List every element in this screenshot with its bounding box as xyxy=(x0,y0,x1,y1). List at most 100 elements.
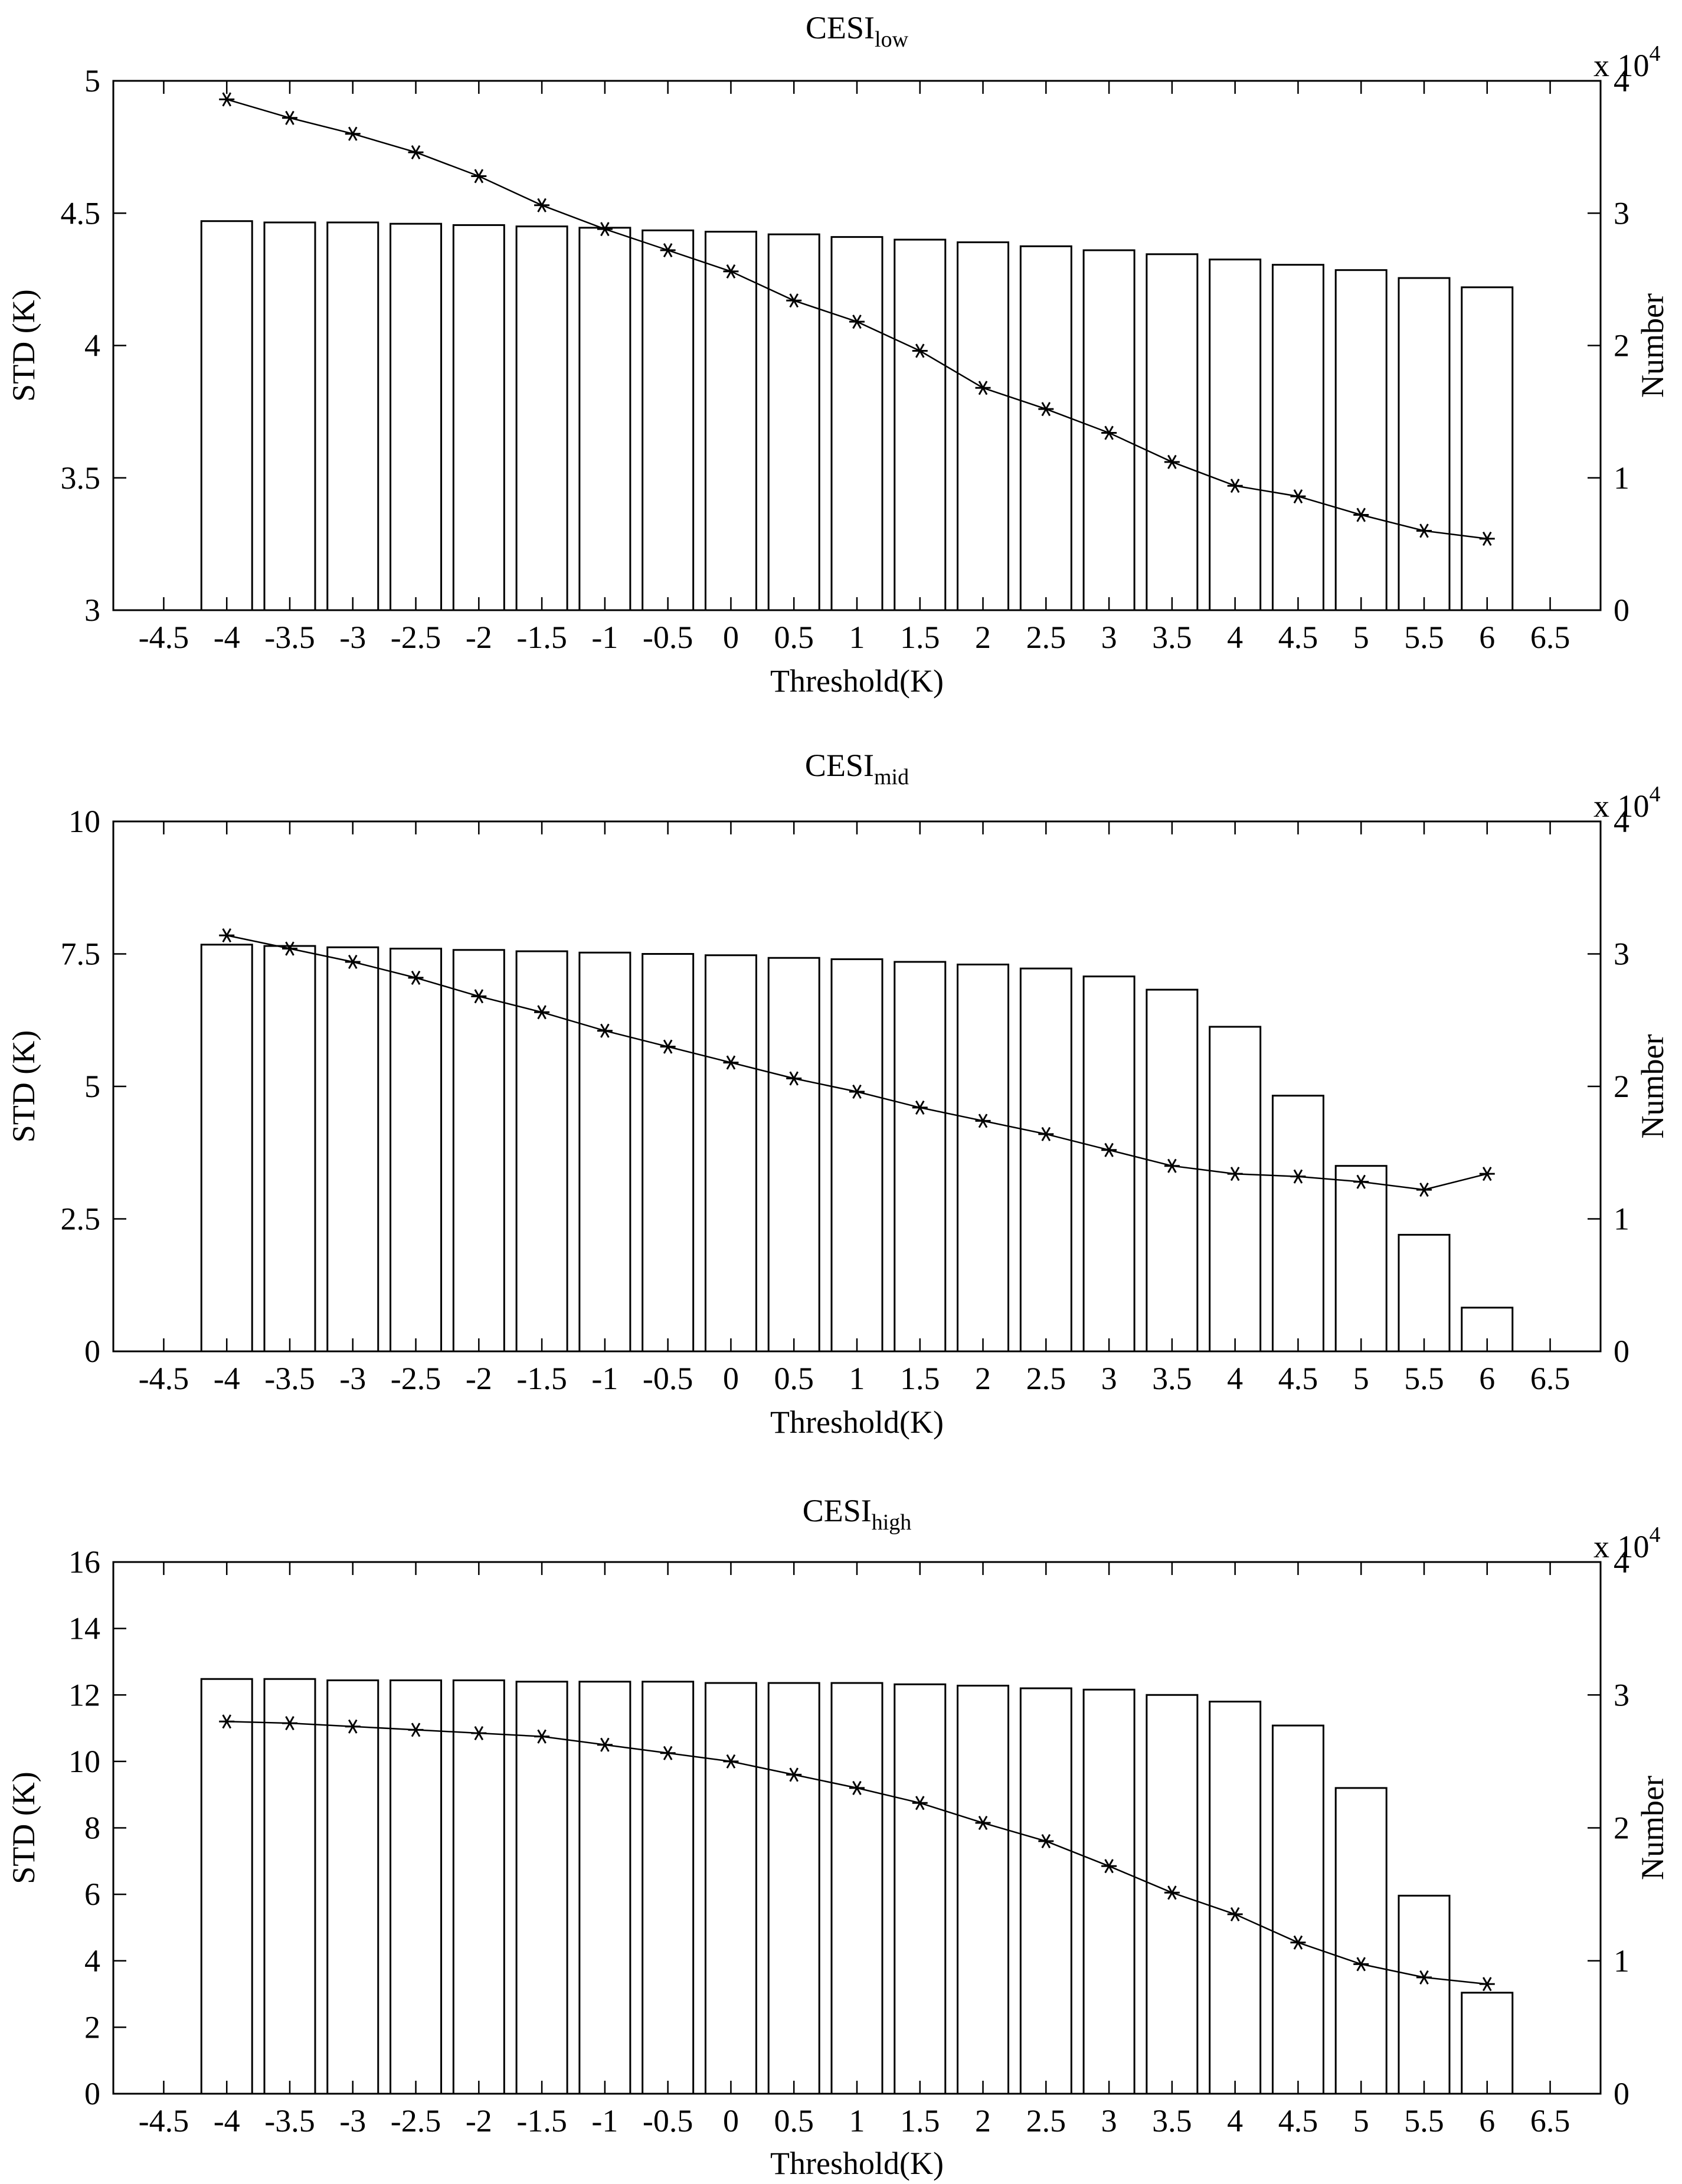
x-tick-label: 4.5 xyxy=(1278,2103,1318,2139)
std-point xyxy=(912,343,928,358)
std-point xyxy=(471,169,487,184)
std-point xyxy=(1290,1169,1306,1184)
bar xyxy=(767,1682,820,2095)
x-tick-label: -2.5 xyxy=(391,620,441,655)
asterisk-stroke xyxy=(1167,1885,1177,1900)
asterisk-stroke xyxy=(978,381,988,395)
x-tick-label: -3 xyxy=(339,2103,366,2139)
bar xyxy=(642,229,695,611)
x-tick-label: 6.5 xyxy=(1530,1361,1570,1396)
std-point xyxy=(1038,1833,1054,1849)
asterisk-stroke xyxy=(852,1780,862,1795)
std-point xyxy=(471,989,487,1004)
asterisk-stroke xyxy=(474,1725,484,1741)
asterisk-stroke xyxy=(474,169,484,184)
x-tick-label: -2 xyxy=(466,2103,492,2139)
x-tick-label: 0.5 xyxy=(774,2103,814,2139)
x-tick-label: -3 xyxy=(339,620,366,655)
chart-panel-1: CESIlow -4.5 -4 -3.5 -3 -2.5 -2 -1.5 -1 -0.5 0 0.5 1… xyxy=(6,10,1670,699)
x-tick-label: 1 xyxy=(849,620,865,655)
x-tick-label: 4.5 xyxy=(1278,620,1318,655)
y-right-tick-label: 0 xyxy=(1614,592,1629,628)
asterisk-stroke xyxy=(915,343,925,358)
x-tick-label: 3.5 xyxy=(1152,620,1192,655)
y-left-tick-label: 10 xyxy=(68,1744,100,1779)
bar xyxy=(1019,245,1072,611)
x-tick-label: -2.5 xyxy=(391,2103,441,2139)
bar xyxy=(894,238,947,611)
std-point xyxy=(912,1796,928,1810)
bar xyxy=(1082,1688,1135,2095)
asterisk-stroke xyxy=(1293,1169,1303,1184)
asterisk-stroke xyxy=(726,264,736,279)
bar xyxy=(767,233,820,611)
y-left-axis-label: STD (K) xyxy=(6,1772,41,1884)
asterisk-stroke xyxy=(1104,425,1114,440)
std-point xyxy=(219,92,235,107)
y-left-tick-label: 7.5 xyxy=(61,937,101,972)
x-tick-label: 3.5 xyxy=(1152,1361,1192,1396)
bar xyxy=(452,1679,505,2095)
asterisk-stroke xyxy=(1482,1167,1492,1181)
bar xyxy=(1209,1026,1262,1353)
bar xyxy=(578,951,631,1353)
asterisk-stroke xyxy=(1230,1167,1240,1181)
y-right-axis-label: Number xyxy=(1635,1776,1670,1880)
bar xyxy=(830,236,883,611)
bar xyxy=(578,1681,631,2095)
bar xyxy=(326,1679,379,2095)
x-tick-label: 0 xyxy=(723,1361,739,1396)
x-tick-label: 2 xyxy=(975,1361,991,1396)
bar xyxy=(1271,264,1324,611)
std-point xyxy=(912,1100,928,1115)
y-left-tick-label: 8 xyxy=(84,1810,100,1846)
std-point xyxy=(975,381,991,395)
std-point xyxy=(534,1005,550,1020)
x-tick-label: -1.5 xyxy=(516,2103,567,2139)
bar xyxy=(830,1682,883,2095)
std-point xyxy=(1038,402,1054,417)
bar xyxy=(515,225,568,611)
std-point xyxy=(660,1746,676,1760)
x-tick-label: 2 xyxy=(975,2103,991,2139)
bar xyxy=(894,961,947,1353)
x-tick-label: -4.5 xyxy=(139,2103,189,2139)
y-left-tick-label: 14 xyxy=(68,1611,100,1646)
std-point xyxy=(1164,1158,1180,1173)
x-tick-label: 4 xyxy=(1227,620,1243,655)
y-right-axis-label: Number xyxy=(1635,293,1670,398)
std-point xyxy=(786,293,802,308)
x-tick-label: 0 xyxy=(723,2103,739,2139)
bar xyxy=(390,1679,443,2095)
x-tick-label: -3 xyxy=(339,1361,366,1396)
std-point xyxy=(1227,1167,1243,1181)
x-axis-label: Threshold(K) xyxy=(770,2146,944,2181)
asterisk-stroke xyxy=(1482,531,1492,546)
std-point xyxy=(534,198,550,212)
bar xyxy=(704,954,757,1353)
std-point xyxy=(975,1815,991,1831)
x-tick-label: 2.5 xyxy=(1026,2103,1066,2139)
asterisk-stroke xyxy=(537,1005,547,1020)
std-point xyxy=(471,1725,487,1741)
x-tick-label: 1.5 xyxy=(900,2103,940,2139)
bar xyxy=(578,227,631,611)
asterisk-stroke xyxy=(285,941,294,956)
std-point xyxy=(786,1071,802,1086)
bar xyxy=(1398,1894,1451,2095)
x-tick-label: -1 xyxy=(591,2103,618,2139)
x-tick-label: -3.5 xyxy=(264,620,315,655)
asterisk-stroke xyxy=(474,989,484,1004)
y-right-tick-label: 0 xyxy=(1614,1334,1629,1369)
asterisk-stroke xyxy=(789,1071,799,1086)
asterisk-stroke xyxy=(600,222,610,237)
asterisk-stroke xyxy=(1104,1859,1114,1874)
bar xyxy=(1082,249,1135,611)
bar xyxy=(642,1681,695,2095)
x-tick-label: 0.5 xyxy=(774,1361,814,1396)
chart-panel-3: CESIhigh -4.5 -4 -3.5 -3 -2.5 -2 -1.5 -1 -0.5 0 0.5… xyxy=(6,1493,1670,2181)
right-axis-multiplier: x 104 xyxy=(1593,1522,1661,1564)
y-right-tick-label: 3 xyxy=(1614,195,1629,231)
bar xyxy=(1271,1724,1324,2095)
